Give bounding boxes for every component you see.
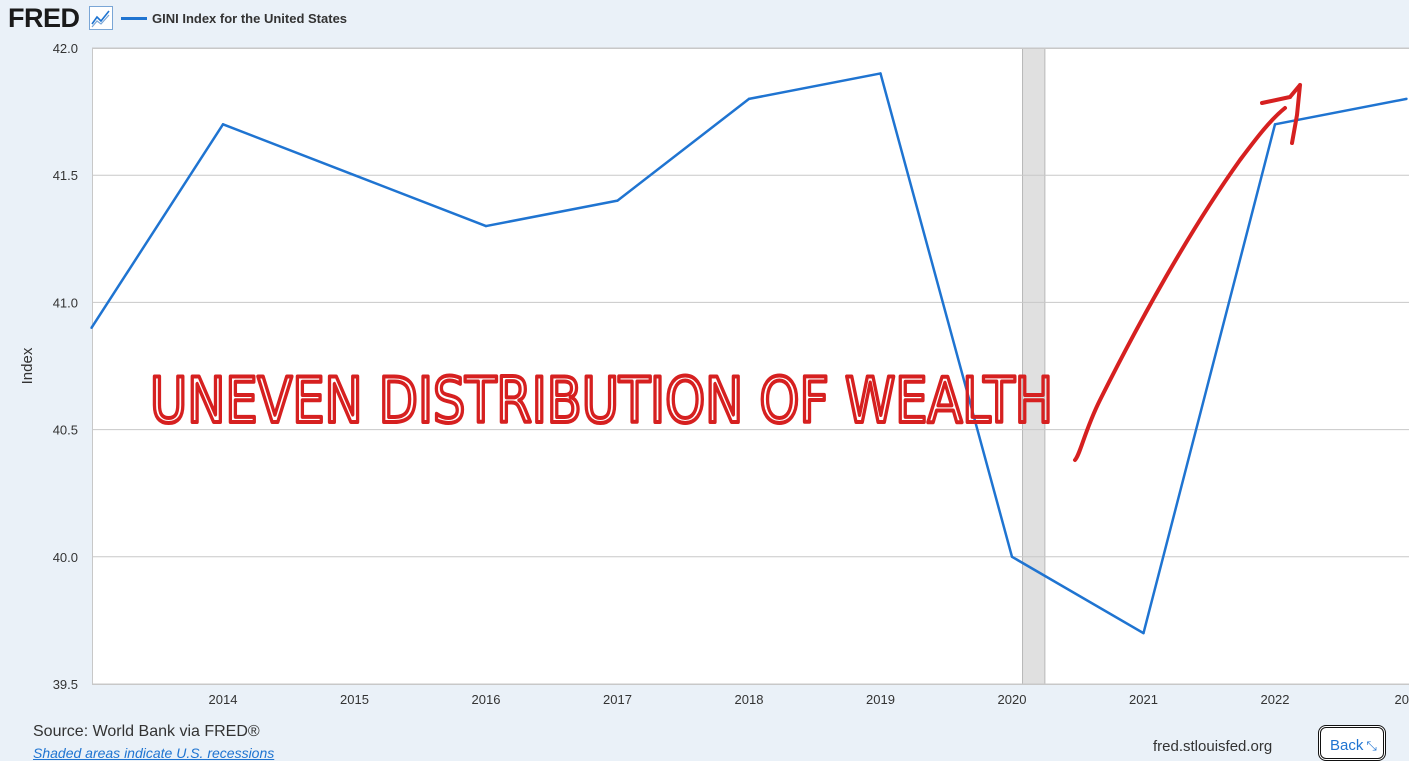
- back-button[interactable]: Back⤡: [1318, 725, 1386, 761]
- y-tick-label: 40.0: [53, 550, 78, 565]
- x-tick-label: 2017: [603, 692, 632, 707]
- y-tick-label: 40.5: [53, 423, 78, 438]
- y-tick-label: 41.0: [53, 295, 78, 310]
- data-point[interactable]: [353, 174, 355, 176]
- series-polyline[interactable]: [92, 73, 1407, 633]
- back-button-label: Back: [1330, 737, 1363, 754]
- data-point[interactable]: [1142, 632, 1144, 634]
- recession-note-link[interactable]: Shaded areas indicate U.S. recessions: [33, 745, 274, 761]
- data-point[interactable]: [1011, 556, 1013, 558]
- x-axis-ticks: 2014 2015 2016 2017 2018 2019 2020 2021 2022 202: [209, 692, 1409, 707]
- y-tick-label: 41.5: [53, 168, 78, 183]
- x-tick-label: 202: [1395, 692, 1409, 707]
- data-point[interactable]: [616, 199, 618, 201]
- site-url[interactable]: fred.stlouisfed.org: [1153, 738, 1272, 755]
- x-tick-label: 2019: [866, 692, 895, 707]
- annotation-arrow: [1075, 108, 1285, 460]
- data-point[interactable]: [1405, 98, 1407, 100]
- x-tick-label: 2018: [735, 692, 764, 707]
- x-tick-label: 2014: [209, 692, 238, 707]
- y-tick-label: 39.5: [53, 677, 78, 692]
- x-tick-label: 2016: [472, 692, 501, 707]
- data-point[interactable]: [222, 123, 224, 125]
- data-point[interactable]: [748, 98, 750, 100]
- x-tick-label: 2015: [340, 692, 369, 707]
- data-point[interactable]: [485, 225, 487, 227]
- handwritten-annotation: UNEVEN DISTRIBUTION OF WEALTH: [150, 85, 1300, 460]
- series-line: [90, 72, 1407, 634]
- data-point[interactable]: [1274, 123, 1276, 125]
- x-tick-label: 2021: [1129, 692, 1158, 707]
- data-point[interactable]: [879, 72, 881, 74]
- source-text: Source: World Bank via FRED®: [33, 723, 260, 741]
- data-point[interactable]: [90, 327, 92, 329]
- y-axis-label: Index: [19, 347, 36, 384]
- x-tick-label: 2022: [1261, 692, 1290, 707]
- y-axis-ticks: 39.5 40.0 40.5 41.0 41.5 42.0: [53, 41, 78, 692]
- x-tick-label: 2020: [998, 692, 1027, 707]
- annotation-text: UNEVEN DISTRIBUTION OF WEALTH: [150, 364, 1053, 437]
- y-tick-label: 42.0: [53, 41, 78, 56]
- collapse-icon: ⤡: [1366, 738, 1376, 753]
